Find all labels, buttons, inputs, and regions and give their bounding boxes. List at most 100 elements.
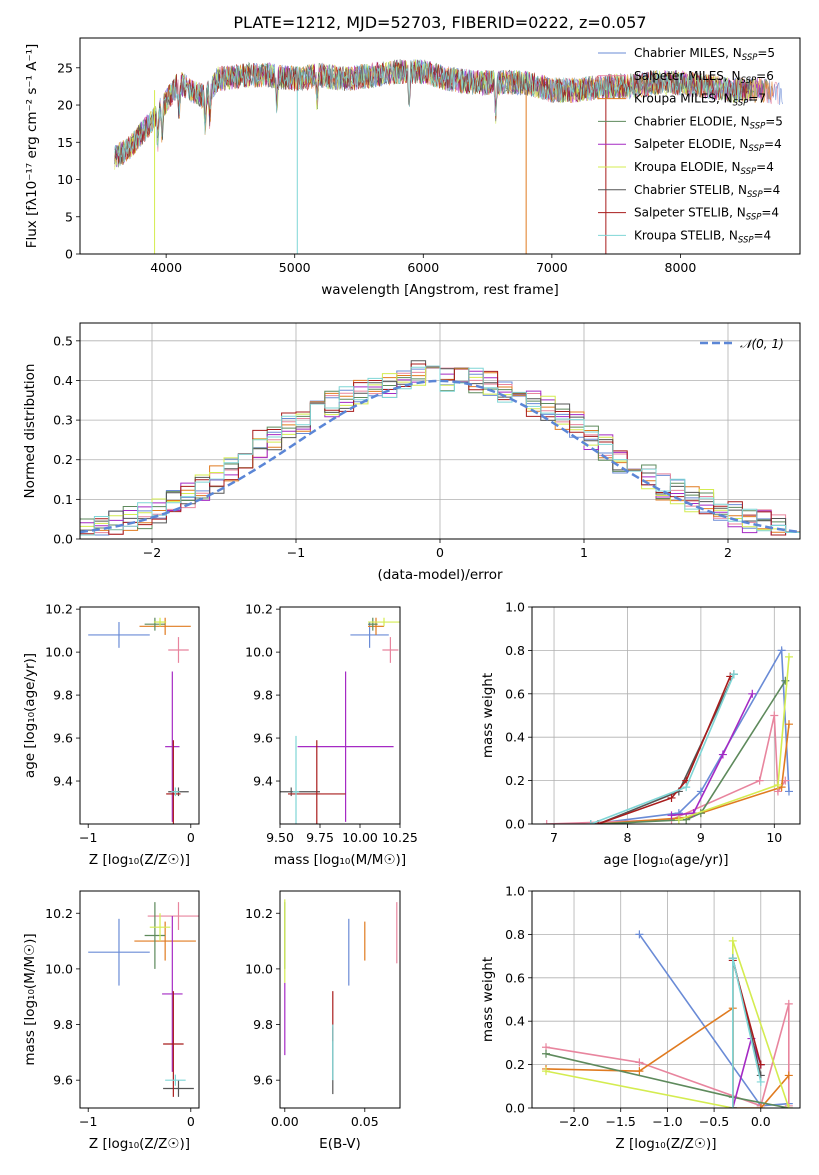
x-axis-label: (data-model)/error: [377, 567, 503, 583]
x-tick-label: 9.50: [266, 830, 294, 845]
weight-marker: [542, 1067, 551, 1076]
legend-label: Salpeter MILES, N: [634, 69, 741, 83]
weight-marker: [728, 1104, 737, 1108]
legend-subscript: SSP: [733, 99, 749, 109]
x-tick-label: 10.25: [382, 830, 418, 845]
weight-marker: [674, 815, 683, 824]
y-tick-label: 10.0: [45, 645, 73, 660]
legend-subscript: SSP: [746, 213, 762, 223]
y-axis-label: mass weight: [480, 673, 496, 758]
spectrum-line-kroupa-stelib: [114, 59, 743, 167]
y-tick-label: 10.2: [245, 906, 273, 921]
weight-marker: [784, 720, 793, 729]
y-tick-label: 0.1: [53, 492, 73, 507]
weight-marker: [718, 750, 727, 759]
y-tick-label: 10.0: [45, 961, 73, 976]
y-tick-label: 9.6: [253, 731, 273, 746]
panel-mass-vs-Z: −1 0 9.6 9.8 10.0 10.2 Z [log₁₀(Z/Z☉)] mass [lo…: [22, 890, 200, 1152]
weight-marker: [635, 1058, 644, 1067]
y-tick-label: 9.8: [53, 688, 73, 703]
weight-line-salpeter-elodie: [671, 693, 754, 817]
weight-marker: [781, 676, 790, 685]
y-tick-label: 10.2: [45, 906, 73, 921]
x-tick-label: −1: [79, 830, 97, 845]
y-tick-label: 10.0: [245, 961, 273, 976]
weight-marker: [784, 787, 793, 796]
panel-mass-vs-ebv: 0.00 0.05 9.6 9.8 10.0 10.2 E(B-V): [245, 890, 401, 1152]
y-tick-label: 0.2: [53, 452, 73, 467]
normal-curve: [80, 379, 800, 534]
legend-entry: Kroupa STELIB, NSSP=4: [634, 228, 771, 245]
axes-frame: [279, 606, 401, 825]
y-axis-label: mass weight: [480, 957, 496, 1042]
weight-line-kroupa-elodie: [678, 656, 790, 821]
x-axis-label: age [log₁₀(age/yr)]: [603, 852, 728, 868]
y-tick-label: 25: [57, 60, 73, 75]
legend-count: =4: [764, 137, 782, 151]
x-tick-label: 0.0: [751, 1114, 771, 1129]
panel-weight-vs-Z: −2.0 −1.5 −1.0 −0.5 0.0 0.0 0.2 0.4 0.6 0.8 1.0 Z […: [480, 884, 801, 1152]
x-tick-label: 4000: [150, 260, 182, 275]
legend-entry: Chabrier ELODIE, NSSP=5: [634, 114, 783, 131]
legend-subscript: SSP: [741, 76, 757, 86]
figure-title: PLATE=1212, MJD=52703, FIBERID=0222, z=0…: [233, 13, 646, 32]
weight-marker: [748, 689, 757, 698]
axes-frame: [531, 606, 801, 825]
y-tick-label: 15: [57, 135, 73, 150]
x-tick-label: 10.00: [342, 830, 378, 845]
x-tick-label: 2: [724, 545, 732, 560]
y-tick-label: 0.0: [53, 532, 73, 547]
weight-marker: [729, 670, 738, 679]
axes-frame: [79, 890, 200, 1109]
weight-marker: [682, 783, 691, 792]
panel-residuals: −2 −1 0 1 2 0.0 0.1 0.2 0.3 0.4 0.5 (data-model)/er…: [22, 322, 801, 583]
weight-marker: [667, 811, 676, 820]
weight-marker: [770, 711, 779, 720]
y-tick-label: 0.0: [505, 1101, 525, 1116]
y-tick-label: 10.2: [45, 602, 73, 617]
legend-count: =4: [763, 183, 781, 197]
plot-area: [80, 360, 800, 539]
panel-weight-vs-age: 7 8 9 10 0.0 0.2 0.4 0.6 0.8 1.0 age [log₁₀(age/yr…: [480, 600, 801, 868]
weight-line-salpeter-miles: [546, 715, 786, 824]
x-tick-label: 8000: [665, 260, 697, 275]
y-tick-label: 0.6: [505, 686, 525, 701]
weight-marker: [784, 999, 793, 1008]
legend-entry: Kroupa MILES, NSSP=7: [634, 92, 766, 109]
plot-area: [88, 902, 199, 1097]
y-tick-label: 20: [57, 98, 73, 113]
y-tick-label: 1.0: [505, 600, 525, 615]
x-axis-label: mass [log₁₀(M/M☉)]: [274, 852, 406, 868]
weight-marker: [728, 936, 737, 945]
weight-marker: [756, 1060, 765, 1069]
plot-area: [542, 646, 793, 824]
y-tick-label: 0.2: [505, 1057, 525, 1072]
legend-subscript: SSP: [738, 235, 754, 245]
legend-entry: Kroupa ELODIE, NSSP=4: [634, 160, 774, 177]
legend-count: =4: [761, 206, 779, 220]
y-tick-label: 1.0: [505, 884, 525, 899]
x-axis-label: Z [log₁₀(Z/Z☉)]: [89, 1136, 190, 1152]
weight-marker: [635, 1067, 644, 1076]
y-tick-label: 9.6: [253, 1073, 273, 1088]
weight-marker: [635, 930, 644, 939]
legend-entry: 𝒩(0, 1): [740, 337, 784, 351]
weight-marker: [777, 646, 786, 655]
x-tick-label: −1: [287, 545, 305, 560]
x-tick-label: −1: [79, 1114, 97, 1129]
x-tick-label: 5000: [279, 260, 311, 275]
x-tick-label: −1.5: [606, 1114, 636, 1129]
y-tick-label: 0.8: [505, 927, 525, 942]
plot-area: [280, 617, 400, 824]
weight-marker: [756, 1104, 765, 1108]
weight-marker: [784, 1071, 793, 1080]
legend-entry: Chabrier MILES, NSSP=5: [634, 46, 775, 63]
y-axis-label: Flux [fλ10⁻¹⁷ erg cm⁻² s⁻¹ A⁻¹]: [24, 44, 40, 249]
histogram-kroupa-stelib: [80, 365, 800, 539]
x-axis-label: Z [log₁₀(Z/Z☉)]: [615, 1136, 716, 1152]
panel-age-vs-mass: 9.50 9.75 10.00 10.25 9.4 9.6 9.8 10.0 10.2 mass …: [245, 602, 418, 868]
x-tick-label: 8: [623, 830, 631, 845]
legend-label: Kroupa STELIB, N: [634, 228, 738, 242]
legend-label: Chabrier STELIB, N: [634, 183, 747, 197]
